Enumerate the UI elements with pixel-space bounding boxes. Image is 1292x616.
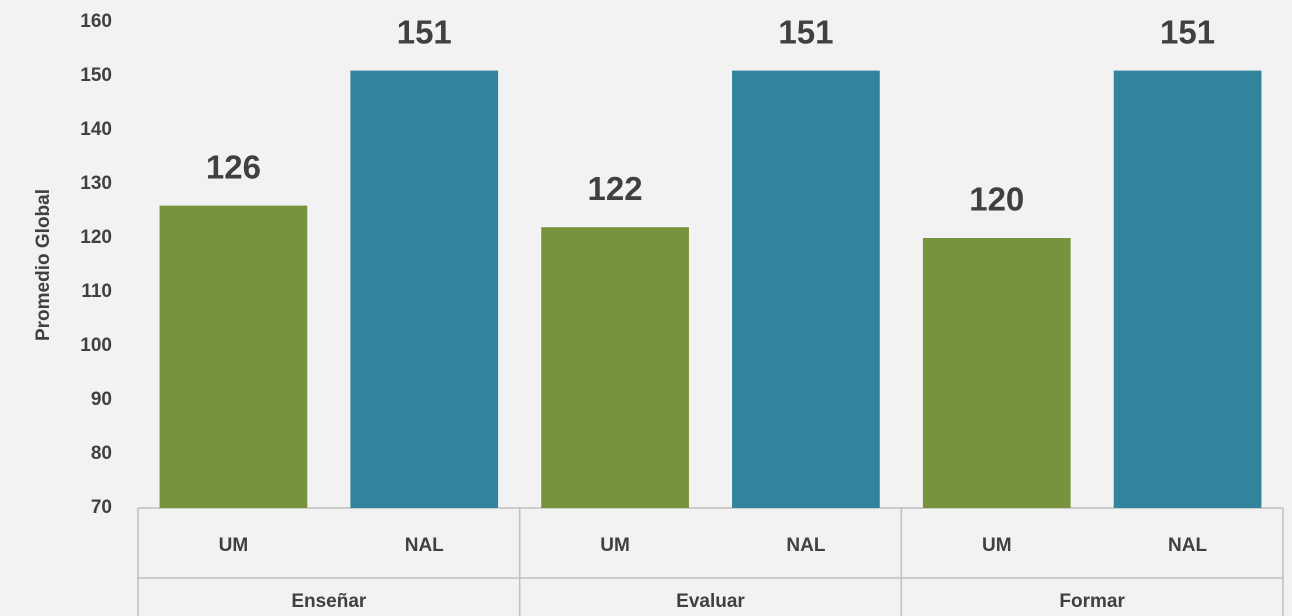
bar xyxy=(1113,70,1262,508)
data-label: 122 xyxy=(588,170,643,207)
bar xyxy=(159,205,308,508)
group-label: Formar xyxy=(1059,591,1125,612)
data-label: 120 xyxy=(969,181,1024,218)
y-tick-label: 80 xyxy=(91,443,112,464)
bar xyxy=(350,70,499,508)
y-tick-label: 150 xyxy=(80,65,112,86)
data-label: 151 xyxy=(397,13,452,50)
x-tick-label: UM xyxy=(982,535,1012,556)
x-tick-label: NAL xyxy=(1168,535,1207,556)
group-label: Enseñar xyxy=(291,591,367,612)
y-tick-label: 160 xyxy=(80,11,112,32)
y-tick-label: 130 xyxy=(80,173,112,194)
group-label: Evaluar xyxy=(676,591,745,612)
y-tick-label: 90 xyxy=(91,389,112,410)
y-tick-label: 110 xyxy=(81,281,112,302)
y-axis-label: Promedio Global xyxy=(33,189,54,341)
data-label: 126 xyxy=(206,148,261,185)
x-tick-label: UM xyxy=(600,535,630,556)
data-label: 151 xyxy=(778,13,833,50)
x-tick-label: NAL xyxy=(786,535,825,556)
bar xyxy=(541,227,689,508)
x-tick-label: UM xyxy=(219,535,249,556)
bar xyxy=(732,70,880,508)
y-tick-label: 70 xyxy=(91,497,112,518)
y-tick-label: 120 xyxy=(80,227,112,248)
y-tick-label: 140 xyxy=(80,119,112,140)
bar xyxy=(922,238,1071,508)
data-label: 151 xyxy=(1160,13,1215,50)
y-tick-label: 100 xyxy=(80,335,112,356)
x-tick-label: NAL xyxy=(405,535,444,556)
